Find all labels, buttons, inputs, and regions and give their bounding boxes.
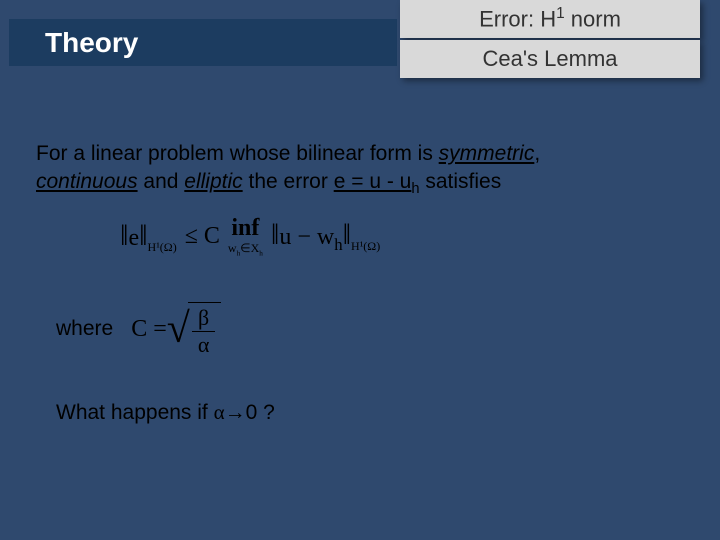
subtitle-box-error: Error: H1 norm xyxy=(400,0,700,38)
sqrt: √ β α xyxy=(167,302,222,356)
slide-title: Theory xyxy=(45,27,138,59)
subtitle-error-text: Error: H1 norm xyxy=(479,5,621,32)
inf-sub: wh∈Xh xyxy=(228,242,263,258)
where-label: where xyxy=(56,317,113,341)
body-elliptic: elliptic xyxy=(184,170,242,193)
norm-uw-var: u − w xyxy=(279,224,334,250)
inf-sub-in: ∈X xyxy=(240,241,259,255)
C-formula: C = √ β α xyxy=(131,302,221,356)
subtitle1-prefix: Error: H xyxy=(479,7,556,32)
body-l2g: satisfies xyxy=(420,170,502,193)
q-d: 0 ? xyxy=(246,401,275,424)
q-arrow: → xyxy=(225,400,246,424)
norm-e-space: H¹(Ω) xyxy=(148,240,177,254)
norm-uw-space: H¹(Ω) xyxy=(351,239,380,253)
norm-e-var: e xyxy=(128,225,139,251)
body-l2e: e = u - u xyxy=(334,170,412,193)
q-alpha: α xyxy=(214,400,225,424)
body-l1a: For a linear problem whose bilinear form… xyxy=(36,142,439,165)
body-paragraph: For a linear problem whose bilinear form… xyxy=(36,140,676,200)
title-bar: Theory xyxy=(9,19,397,66)
frac-num: β xyxy=(192,307,215,332)
frac-den: α xyxy=(192,332,216,356)
cea-inequality: ‖e‖H¹(Ω) ≤ C inf wh∈Xh ‖u − wh‖H¹(Ω) xyxy=(120,216,380,258)
frac-beta-alpha: β α xyxy=(192,307,216,356)
sqrt-body: β α xyxy=(188,302,222,356)
norm-uw: ‖u − wh‖H¹(Ω) xyxy=(271,218,380,255)
body-l2b: and xyxy=(138,170,185,193)
norm-e: ‖e‖H¹(Ω) xyxy=(120,219,177,255)
subtitle1-suffix: norm xyxy=(565,7,621,32)
inf-label: inf xyxy=(231,216,259,240)
C-eq: C = xyxy=(131,316,167,343)
where-line: where C = √ β α xyxy=(56,302,221,356)
norm-uw-h: h xyxy=(334,235,342,254)
inf-block: inf wh∈Xh xyxy=(228,216,263,258)
le-C: ≤ C xyxy=(185,223,220,250)
inf-sub-w: w xyxy=(228,241,237,255)
body-l2d: the error xyxy=(243,170,334,193)
inf-sub-h2: h xyxy=(259,249,263,257)
question-line: What happens if α→0 ? xyxy=(56,400,275,425)
subtitle-lemma-text: Cea's Lemma xyxy=(482,46,617,72)
subtitle1-sup: 1 xyxy=(556,5,565,22)
subtitle-box-lemma: Cea's Lemma xyxy=(400,40,700,78)
q-a: What happens if xyxy=(56,401,214,424)
body-symmetric: symmetric xyxy=(439,142,535,165)
body-l2f: h xyxy=(411,182,419,198)
body-continuous: continuous xyxy=(36,170,138,193)
body-l1c: , xyxy=(534,142,540,165)
body-error-eq: e = u - uh xyxy=(334,170,420,193)
